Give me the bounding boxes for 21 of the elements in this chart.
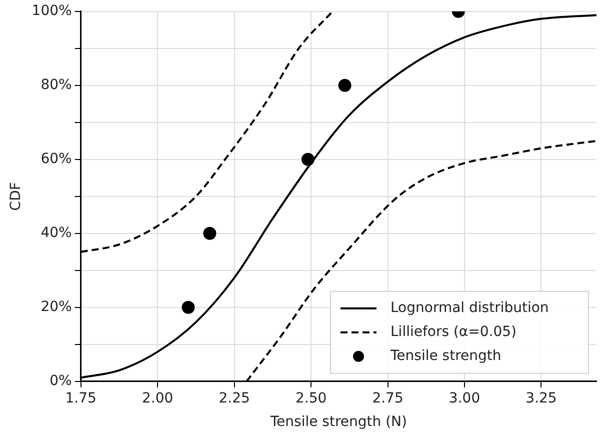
point (338, 78, 352, 92)
x-tick-label: 2.00 (142, 390, 174, 406)
x-tick-label: 1.75 (65, 390, 96, 406)
point (182, 300, 195, 314)
legend-label: Lilliefors (α=0.05) (390, 324, 517, 340)
x-tick-label: 2.75 (372, 390, 404, 406)
y-axis-title: CDF (8, 182, 24, 211)
x-axis-title: Tensile strength (N) (269, 414, 407, 430)
y-tick-label: 0% (50, 373, 72, 390)
x-tick-label: 3.25 (526, 390, 557, 406)
y-tick-label: 60% (40, 151, 72, 168)
y-tick-label: 20% (40, 299, 72, 316)
point (203, 226, 216, 240)
x-tick-label: 2.50 (295, 390, 327, 406)
y-tick-label: 40% (40, 225, 72, 242)
y-tick-label: 100% (32, 3, 72, 20)
x-tick-label: 3.00 (448, 390, 480, 406)
y-tick-label: 80% (40, 77, 72, 94)
legend-label: Lognormal distribution (390, 300, 549, 316)
legend-label: Tensile strength (390, 348, 502, 364)
x-tick-label: 2.25 (218, 390, 250, 406)
